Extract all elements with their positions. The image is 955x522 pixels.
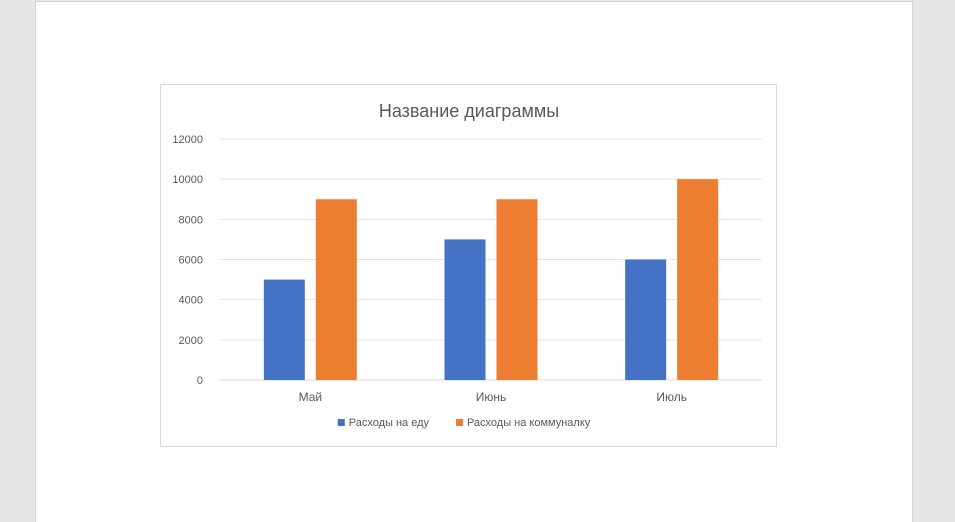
- legend-item-utilities[interactable]: Расходы на коммуналку: [455, 417, 591, 429]
- y-tick-label: 0: [197, 375, 203, 387]
- legend-label: Расходы на еду: [349, 417, 430, 429]
- gridlines: [220, 138, 762, 381]
- x-tick-label: Июнь: [476, 390, 507, 404]
- x-tick-label: Июль: [656, 390, 687, 404]
- y-tick-label: 8000: [179, 214, 203, 226]
- bar-food-0[interactable]: [263, 279, 305, 380]
- bar-utilities-2[interactable]: [677, 179, 719, 380]
- bar-utilities-1[interactable]: [496, 199, 538, 380]
- plot-area[interactable]: [263, 179, 719, 381]
- legend-swatch: [337, 419, 345, 426]
- y-tick-label: 4000: [179, 295, 203, 307]
- x-axis: Май Июнь Июль: [299, 390, 687, 404]
- bar-utilities-0[interactable]: [315, 199, 357, 380]
- bar-food-1[interactable]: [444, 239, 486, 380]
- y-axis: 0 2000 4000 6000 8000 10000 12000: [172, 134, 203, 387]
- chart-title[interactable]: Название диаграммы: [379, 101, 559, 121]
- chart-svg: Название диаграммы 0 2000 4000 6000 8000 1000…: [172, 101, 762, 429]
- chart-area[interactable]: Название диаграммы 0 2000 4000 6000 8000 1000…: [160, 84, 777, 447]
- y-tick-label: 12000: [172, 134, 203, 146]
- x-tick-label: Май: [299, 390, 323, 404]
- legend-swatch: [455, 419, 463, 426]
- legend[interactable]: Расходы на еду Расходы на коммуналку: [337, 417, 591, 429]
- y-tick-label: 2000: [179, 335, 203, 347]
- y-tick-label: 6000: [179, 255, 203, 267]
- legend-item-food[interactable]: Расходы на еду: [337, 417, 430, 429]
- legend-label: Расходы на коммуналку: [467, 417, 591, 429]
- y-tick-label: 10000: [172, 174, 203, 186]
- bar-food-2[interactable]: [625, 259, 667, 381]
